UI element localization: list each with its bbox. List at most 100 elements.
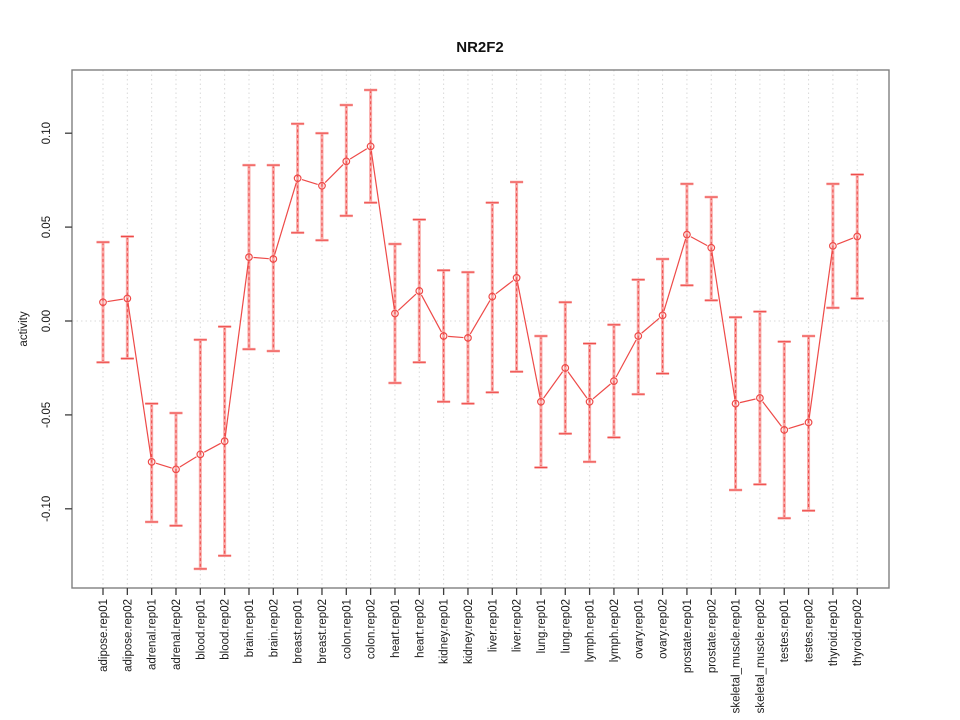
x-tick-label: blood.rep01 bbox=[195, 599, 207, 660]
x-tick-label: ovary.rep01 bbox=[633, 599, 645, 659]
series-segment bbox=[274, 182, 297, 255]
data-point bbox=[853, 232, 862, 241]
series-segment bbox=[543, 371, 564, 399]
chart-title: NR2F2 bbox=[456, 39, 504, 56]
x-tick-label: testes.rep02 bbox=[804, 599, 816, 662]
x-tick-label: liver.rep01 bbox=[487, 599, 499, 652]
series-segment bbox=[469, 300, 491, 335]
data-point bbox=[391, 309, 399, 318]
x-tick-label: testes.rep01 bbox=[779, 599, 791, 662]
x-tick-label: kidney.rep02 bbox=[463, 599, 475, 664]
data-point bbox=[415, 287, 424, 295]
data-point bbox=[780, 426, 789, 434]
series-segment bbox=[127, 302, 152, 458]
data-point bbox=[464, 334, 472, 342]
series-segment bbox=[711, 252, 736, 400]
x-tick-label: colon.rep02 bbox=[366, 599, 378, 659]
y-tick-label: -0.10 bbox=[41, 496, 53, 522]
series-segment bbox=[448, 335, 464, 339]
data-point bbox=[512, 273, 521, 282]
data-point bbox=[610, 377, 618, 385]
data-point bbox=[196, 450, 205, 459]
data-point bbox=[829, 241, 837, 250]
series-segment bbox=[836, 237, 854, 245]
series-segment bbox=[224, 261, 249, 437]
x-tick-label: prostate.rep02 bbox=[706, 599, 718, 673]
series-segment bbox=[788, 423, 805, 430]
x-tick-label: liver.rep02 bbox=[512, 599, 524, 652]
series-segment bbox=[739, 398, 756, 404]
series-segment bbox=[495, 280, 514, 295]
series-segment bbox=[516, 282, 541, 398]
plot-box bbox=[71, 69, 890, 589]
data-point bbox=[366, 142, 375, 151]
x-tick-label: adrenal.rep02 bbox=[171, 599, 183, 670]
series-segment bbox=[397, 293, 417, 311]
data-point bbox=[245, 253, 253, 262]
y-axis-title: activity bbox=[18, 311, 30, 346]
data-point bbox=[804, 418, 813, 427]
x-tick-label: kidney.rep01 bbox=[439, 599, 451, 664]
series-segment bbox=[203, 442, 221, 453]
data-point bbox=[658, 311, 667, 320]
data-point bbox=[220, 437, 229, 446]
series-segment bbox=[107, 298, 123, 303]
series-segment bbox=[155, 462, 172, 469]
series-segment bbox=[179, 456, 197, 468]
series-segment bbox=[301, 179, 318, 186]
data-point bbox=[99, 298, 107, 307]
x-tick-label: blood.rep02 bbox=[220, 599, 232, 660]
data-point bbox=[269, 255, 278, 263]
series-segment bbox=[808, 250, 833, 419]
data-point bbox=[172, 465, 180, 474]
series-segment bbox=[663, 238, 687, 312]
series-segment bbox=[349, 148, 368, 160]
x-tick-label: lymph.rep01 bbox=[585, 599, 597, 662]
x-tick-label: colon.rep01 bbox=[341, 599, 353, 659]
x-tick-label: prostate.rep01 bbox=[682, 599, 694, 673]
series-segment bbox=[615, 339, 637, 378]
data-point bbox=[488, 292, 497, 301]
data-point bbox=[756, 394, 764, 402]
data-point bbox=[318, 181, 326, 190]
x-tick-label: brain.rep02 bbox=[268, 599, 280, 657]
x-tick-label: skeletal_muscle.rep01 bbox=[731, 599, 743, 713]
plot-area: 0.10 0.05 0.00 -0.05 -0.10 adipose.rep01 adipo… bbox=[41, 69, 890, 713]
data-point bbox=[561, 364, 570, 372]
series-segment bbox=[641, 317, 660, 334]
y-tick-label: 0.05 bbox=[41, 216, 53, 238]
x-tick-label: lymph.rep02 bbox=[609, 599, 621, 662]
data-point bbox=[342, 157, 351, 166]
series-segment bbox=[253, 256, 269, 260]
x-tick-label: adrenal.rep01 bbox=[147, 599, 159, 670]
x-tick-label: thyroid.rep02 bbox=[852, 599, 864, 666]
data-point bbox=[683, 230, 691, 239]
data-point bbox=[707, 243, 716, 252]
x-tick-label: thyroid.rep01 bbox=[828, 599, 840, 666]
series-segment bbox=[592, 383, 611, 400]
y-tick-label: 0.10 bbox=[41, 122, 53, 144]
data-point bbox=[731, 399, 740, 408]
data-point bbox=[147, 457, 156, 466]
x-tick-label: skeletal_muscle.rep02 bbox=[755, 599, 767, 713]
data-point bbox=[293, 174, 302, 183]
data-point bbox=[123, 294, 132, 303]
data-point bbox=[439, 332, 448, 340]
series-segment bbox=[690, 236, 708, 247]
data-point bbox=[634, 332, 643, 340]
y-tick-label: -0.05 bbox=[41, 402, 53, 428]
x-tick-label: breast.rep02 bbox=[317, 599, 329, 664]
x-tick-label: ovary.rep02 bbox=[658, 599, 670, 659]
data-point bbox=[537, 397, 545, 406]
x-tick-label: breast.rep01 bbox=[293, 599, 305, 664]
data-point bbox=[585, 397, 594, 406]
x-tick-label: lung.rep02 bbox=[560, 599, 572, 653]
series-segment bbox=[370, 150, 395, 310]
series-segment bbox=[762, 401, 782, 427]
x-tick-label: adipose.rep02 bbox=[122, 599, 134, 672]
x-tick-label: heart.rep02 bbox=[414, 599, 426, 658]
y-tick-label: 0.00 bbox=[41, 310, 53, 332]
series-segment bbox=[567, 371, 588, 399]
